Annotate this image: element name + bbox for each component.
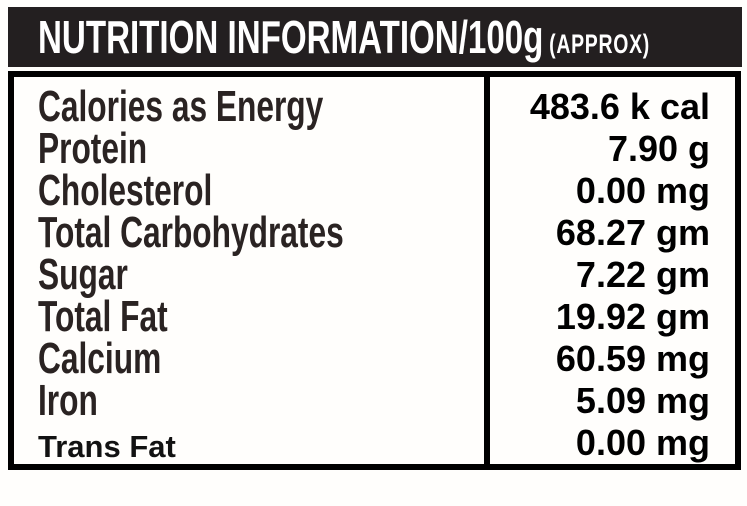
- nutrient-row-label: Iron: [38, 376, 484, 425]
- nutrient-name-text: Trans Fat: [38, 429, 176, 464]
- nutrient-row-value: 7.22 gm: [575, 254, 710, 295]
- nutrient-values-column: 483.6 k cal 7.90 g 0.00 mg 68.27 gm 7.22 gm 1…: [490, 77, 735, 464]
- nutrient-row-label: Trans Fat: [38, 422, 484, 464]
- nutrient-row-value: 0.00 mg: [575, 170, 710, 211]
- nutrient-row-value: 60.59 mg: [555, 338, 710, 379]
- nutrient-name-text: Calories as Energy: [38, 82, 324, 131]
- nutrient-name-text: Total Carbohydrates: [38, 208, 344, 257]
- nutrient-name-text: Iron: [38, 376, 98, 425]
- nutrient-row-value: 483.6 k cal: [529, 86, 710, 127]
- nutrient-row-label: Protein: [38, 124, 484, 173]
- nutrient-name-text: Cholesterol: [38, 166, 213, 215]
- nutrient-row-label: Sugar: [38, 250, 484, 299]
- nutrition-table: Calories as Energy Protein Cholesterol Tota…: [8, 71, 741, 470]
- nutrient-row-value: 19.92 gm: [555, 296, 710, 337]
- header-approx-note: (APPROX): [549, 29, 650, 59]
- nutrient-row-label: Total Carbohydrates: [38, 208, 484, 257]
- header-bar: NUTRITION INFORMATION/100g (APPROX): [8, 7, 742, 67]
- nutrient-labels-column: Calories as Energy Protein Cholesterol Tota…: [14, 77, 490, 464]
- nutrient-row-label: Total Fat: [38, 292, 484, 341]
- nutrient-row-value: 7.90 g: [607, 128, 710, 169]
- nutrient-row-label: Calories as Energy: [38, 82, 484, 131]
- header-title-main: NUTRITION INFORMATION/100g: [38, 11, 544, 63]
- nutrient-name-text: Protein: [38, 124, 148, 173]
- nutrient-row-label: Cholesterol: [38, 166, 484, 215]
- nutrient-row-label: Calcium: [38, 334, 484, 383]
- nutrient-name-text: Calcium: [38, 334, 162, 383]
- header-title: NUTRITION INFORMATION/100g (APPROX): [38, 10, 650, 64]
- nutrient-name-text: Sugar: [38, 250, 128, 299]
- nutrient-row-value: 68.27 gm: [555, 212, 710, 253]
- nutrient-row-value: 0.00 mg: [575, 422, 710, 463]
- nutrient-name-text: Total Fat: [38, 292, 168, 341]
- nutrient-row-value: 5.09 mg: [575, 380, 710, 421]
